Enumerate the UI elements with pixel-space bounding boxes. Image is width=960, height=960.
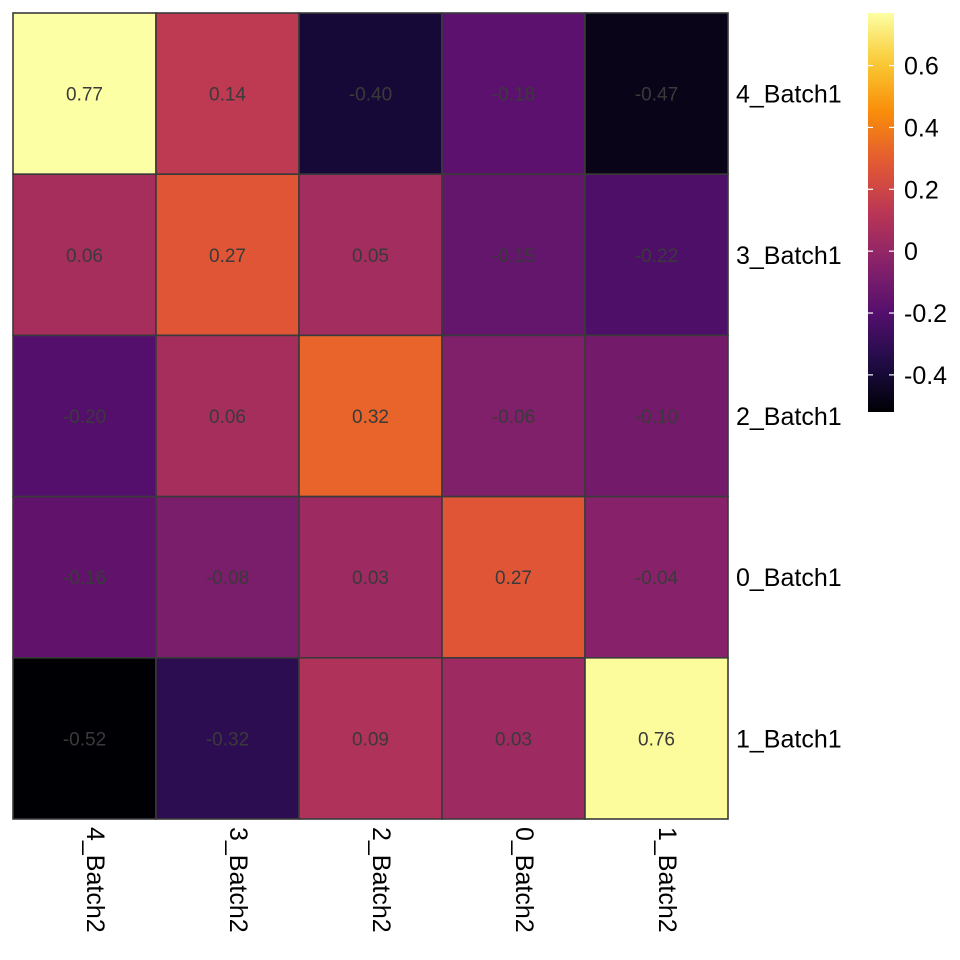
color-legend: -0.4 -0.2 0 0.2 0.4 0.6: [868, 13, 947, 412]
heatmap-cell-r0-c4: [584, 12, 729, 175]
cell-value-label: 0.27: [209, 246, 246, 267]
heatmap-cell-r4-c4: [584, 656, 729, 820]
cell-value-label: 0.09: [352, 729, 389, 750]
heatmap-cell-r4-c2: [298, 656, 443, 820]
cell-value-label: 0.06: [209, 407, 246, 428]
cell-value-label: 0.27: [495, 568, 532, 589]
heatmap-cells: [12, 12, 729, 820]
heatmap-cell-r0-c1: [155, 12, 300, 175]
x-axis-label: 2_Batch2: [367, 827, 395, 933]
heatmap-cell-r1-c4: [584, 173, 729, 337]
heatmap-cell-r1-c2: [298, 173, 443, 337]
x-axis-labels: 4_Batch2 3_Batch2 2_Batch2 0_Batch2 1_Batch2: [81, 827, 681, 933]
heatmap-cell-r0-c0: [12, 12, 157, 175]
heatmap-cell-r2-c3: [441, 334, 586, 498]
legend-tick-label: 0.6: [904, 53, 939, 81]
cell-value-label: 0.76: [638, 729, 675, 750]
legend-tick-label: 0: [904, 238, 918, 266]
heatmap-cell-r3-c3: [441, 495, 586, 659]
y-axis-label: 2_Batch1: [736, 403, 842, 431]
heatmap-cell-r3-c0: [12, 495, 157, 659]
cell-value-label: -0.18: [492, 85, 535, 106]
cell-value-label: 0.03: [495, 729, 532, 750]
heatmap-cell-r2-c1: [155, 334, 300, 498]
legend-tick-label: -0.2: [904, 300, 947, 328]
x-axis-label: 0_Batch2: [510, 827, 538, 933]
cell-value-label: 0.77: [66, 85, 103, 106]
heatmap-cell-r0-c3: [441, 12, 586, 175]
legend-tick-label: 0.2: [904, 176, 939, 204]
y-axis-label: 4_Batch1: [736, 81, 842, 109]
cell-value-label: -0.20: [63, 407, 106, 428]
x-axis-label: 4_Batch2: [81, 827, 109, 933]
cell-value-label: 0.14: [209, 85, 246, 106]
cell-value-label: -0.06: [492, 407, 535, 428]
legend-colorbar: [868, 13, 894, 412]
cell-value-label: 0.32: [352, 407, 389, 428]
legend-tick-label: 0.4: [904, 114, 939, 142]
y-axis-label: 3_Batch1: [736, 242, 842, 270]
heatmap-cell-r3-c4: [584, 495, 729, 659]
heatmap-cell-r3-c1: [155, 495, 300, 659]
cell-value-label: -0.08: [206, 568, 249, 589]
cell-value-label: -0.32: [206, 729, 249, 750]
x-axis-label: 3_Batch2: [224, 827, 252, 933]
legend-ticks: -0.4 -0.2 0 0.2 0.4 0.6: [868, 53, 947, 390]
cell-value-label: -0.16: [63, 568, 106, 589]
heatmap-cell-r2-c4: [584, 334, 729, 498]
heatmap-cell-r4-c1: [155, 656, 300, 820]
legend-tick-label: -0.4: [904, 362, 947, 390]
cell-value-label: -0.10: [635, 407, 678, 428]
cell-value-label: -0.52: [63, 729, 106, 750]
heatmap-cell-r0-c2: [298, 12, 443, 175]
heatmap-cell-labels: 0.77 0.14 -0.40 -0.18 -0.47 0.06 0.27 0.05 -0.15…: [63, 85, 679, 751]
heatmap-cell-r2-c2: [298, 334, 443, 498]
cell-value-label: -0.15: [492, 246, 535, 267]
heatmap-cell-r1-c0: [12, 173, 157, 337]
y-axis-label: 0_Batch1: [736, 564, 842, 592]
y-axis-labels: 4_Batch1 3_Batch1 2_Batch1 0_Batch1 1_Batch1: [736, 81, 842, 754]
cell-value-label: -0.40: [349, 85, 392, 106]
heatmap-cell-r3-c2: [298, 495, 443, 659]
cell-value-label: -0.22: [635, 246, 678, 267]
y-axis-label: 1_Batch1: [736, 725, 842, 753]
cell-value-label: -0.04: [635, 568, 679, 589]
heatmap-cell-r4-c0: [12, 656, 157, 820]
cell-value-label: 0.03: [352, 568, 389, 589]
x-axis-label: 1_Batch2: [653, 827, 681, 933]
cell-value-label: 0.05: [352, 246, 389, 267]
cell-value-label: 0.06: [66, 246, 103, 267]
cell-value-label: -0.47: [635, 85, 678, 106]
